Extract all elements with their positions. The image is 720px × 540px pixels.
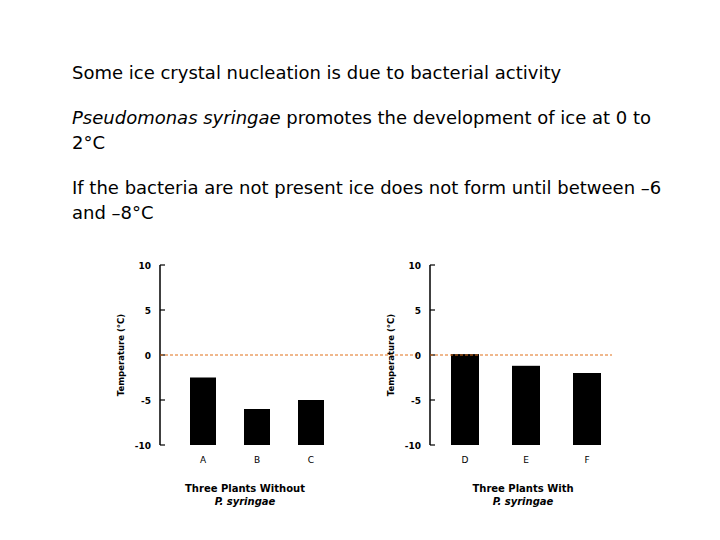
text-run: Pseudomonas syringae — [72, 107, 281, 128]
bar — [451, 354, 479, 445]
y-axis-label: Temperature (°C) — [386, 314, 396, 396]
slide-text: Some ice crystal nucleation is due to ba… — [72, 60, 662, 245]
chart-title: Three Plants With — [472, 483, 573, 494]
charts: -10 -5 0 5 10 Temperature (°C) A B C Three Plants… — [0, 0, 720, 540]
y-tick-label: 0 — [145, 351, 151, 361]
reference-line — [160, 355, 418, 356]
text-run: Some ice crystal nucleation is due to ba… — [72, 62, 561, 83]
y-tick-label: -5 — [141, 396, 151, 406]
y-tick-label: 0 — [415, 351, 421, 361]
category-label: A — [200, 455, 207, 465]
chart-title: Three Plants Without — [185, 483, 305, 494]
y-tick — [160, 309, 165, 310]
y-tick-label: 5 — [145, 306, 151, 316]
category-label: D — [462, 455, 469, 465]
y-tick — [430, 444, 435, 445]
y-tick-label: 10 — [408, 261, 421, 271]
bars — [451, 354, 601, 445]
chart-subtitle: P. syringae — [493, 496, 554, 507]
bar — [512, 366, 540, 445]
y-tick — [160, 399, 165, 400]
bar — [244, 409, 270, 445]
y-tick-label: 10 — [138, 261, 151, 271]
chart-subtitle: P. syringae — [215, 496, 276, 507]
bar — [573, 373, 601, 445]
y-tick-label: -10 — [405, 441, 421, 451]
bar — [190, 378, 216, 446]
y-tick — [430, 264, 435, 265]
bars — [190, 378, 324, 446]
y-tick — [430, 399, 435, 400]
category-label: F — [584, 455, 589, 465]
category-label: C — [308, 455, 314, 465]
y-tick — [160, 444, 165, 445]
paragraph: Pseudomonas syringae promotes the develo… — [72, 105, 662, 155]
y-tick — [430, 309, 435, 310]
category-label: B — [254, 455, 260, 465]
category-label: E — [523, 455, 529, 465]
slide: Some ice crystal nucleation is due to ba… — [0, 0, 720, 540]
y-tick — [160, 264, 165, 265]
bar-chart: -10 -5 0 5 10 Temperature (°C) D E F Three Plants… — [386, 261, 612, 508]
paragraph: If the bacteria are not present ice does… — [72, 175, 662, 225]
bar-chart: -10 -5 0 5 10 Temperature (°C) A B C Three Plants… — [116, 261, 418, 508]
reference-line — [430, 355, 612, 356]
y-tick-label: -10 — [135, 441, 151, 451]
paragraph: Some ice crystal nucleation is due to ba… — [72, 60, 662, 85]
y-tick-label: -5 — [411, 396, 421, 406]
y-tick-label: 5 — [415, 306, 421, 316]
bar — [298, 400, 324, 445]
text-run: If the bacteria are not present ice does… — [72, 177, 661, 223]
y-axis-label: Temperature (°C) — [116, 314, 126, 396]
